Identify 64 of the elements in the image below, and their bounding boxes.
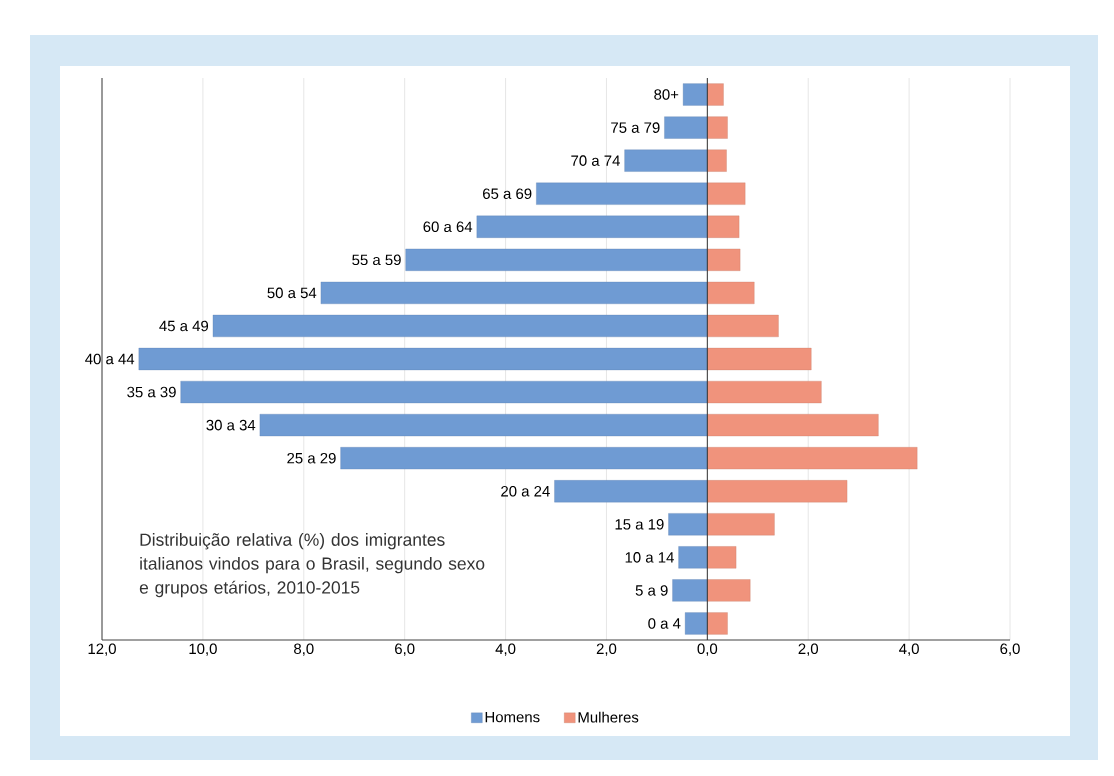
x-tick-label: 0,0: [697, 643, 718, 656]
bar: [707, 215, 740, 238]
y-tick-label: 15 a 19: [615, 519, 664, 530]
bar: [707, 381, 822, 404]
legend-label: Mulheres: [578, 711, 639, 723]
y-tick-label: 40 a 44: [85, 353, 135, 365]
bar: [340, 447, 708, 470]
y-tick-label: 55 a 59: [352, 254, 401, 266]
bar: [707, 182, 746, 205]
x-tick-label: 2,0: [798, 643, 819, 656]
y-tick-label: 65 a 69: [483, 188, 532, 199]
bar: [707, 480, 848, 503]
bar: [664, 116, 708, 139]
y-tick-label: 0 a 4: [648, 618, 681, 629]
bar: [536, 182, 708, 205]
y-tick-label: 10 a 14: [625, 552, 674, 563]
y-tick-label: 35 a 39: [127, 386, 176, 398]
legend-label: Homens: [485, 711, 540, 723]
bar: [707, 83, 724, 106]
bar: [707, 116, 728, 139]
bar: [138, 347, 708, 371]
bar: [707, 612, 728, 635]
x-tick-label: 4,0: [899, 643, 919, 656]
bar: [682, 83, 708, 106]
bar: [180, 381, 708, 404]
bar: [684, 612, 708, 635]
x-tick-label: 2,0: [596, 643, 617, 656]
y-tick-label: 60 a 64: [423, 221, 473, 233]
y-tick-label: 25 a 29: [287, 452, 336, 464]
bar: [707, 314, 779, 338]
y-tick-label: 75 a 79: [611, 122, 660, 133]
bar: [624, 149, 708, 172]
y-tick-label: 5 a 9: [635, 585, 668, 596]
y-tick-label: 70 a 74: [571, 155, 620, 166]
bar: [707, 347, 812, 371]
bar: [707, 546, 737, 569]
y-tick-label: 50 a 54: [267, 287, 317, 299]
bar: [707, 414, 879, 437]
bar: [707, 149, 727, 172]
x-tick-label: 8,0: [294, 643, 314, 656]
y-tick-label: 30 a 34: [206, 419, 256, 431]
x-tick-label: 6,0: [395, 643, 415, 656]
bar: [476, 215, 708, 238]
bar: [678, 546, 708, 569]
bar: [259, 414, 708, 437]
y-tick-label: 80+: [654, 89, 679, 100]
bar: [668, 513, 708, 536]
y-tick-label: 45 a 49: [159, 320, 209, 332]
text: Distribuição relativa (%) dos imigrantes italianos vindos para o Brasil, segundo sexo e grupos etários, 2010-2015: [139, 533, 485, 598]
y-tick-label: 20 a 24: [501, 485, 550, 497]
bar: [672, 579, 708, 602]
x-tick-label: 10,0: [189, 643, 217, 656]
bar: [707, 447, 918, 470]
bar: [212, 314, 708, 338]
x-tick-label: 4,0: [495, 643, 516, 656]
bar: [707, 248, 741, 271]
bar: [707, 513, 775, 536]
bar: [320, 281, 708, 304]
x-tick-label: 12,0: [88, 643, 116, 656]
x-tick-label: 6,0: [1000, 643, 1020, 656]
bar: [707, 579, 751, 602]
bar: [707, 281, 755, 304]
bar: [405, 248, 708, 271]
bar: [554, 480, 708, 503]
